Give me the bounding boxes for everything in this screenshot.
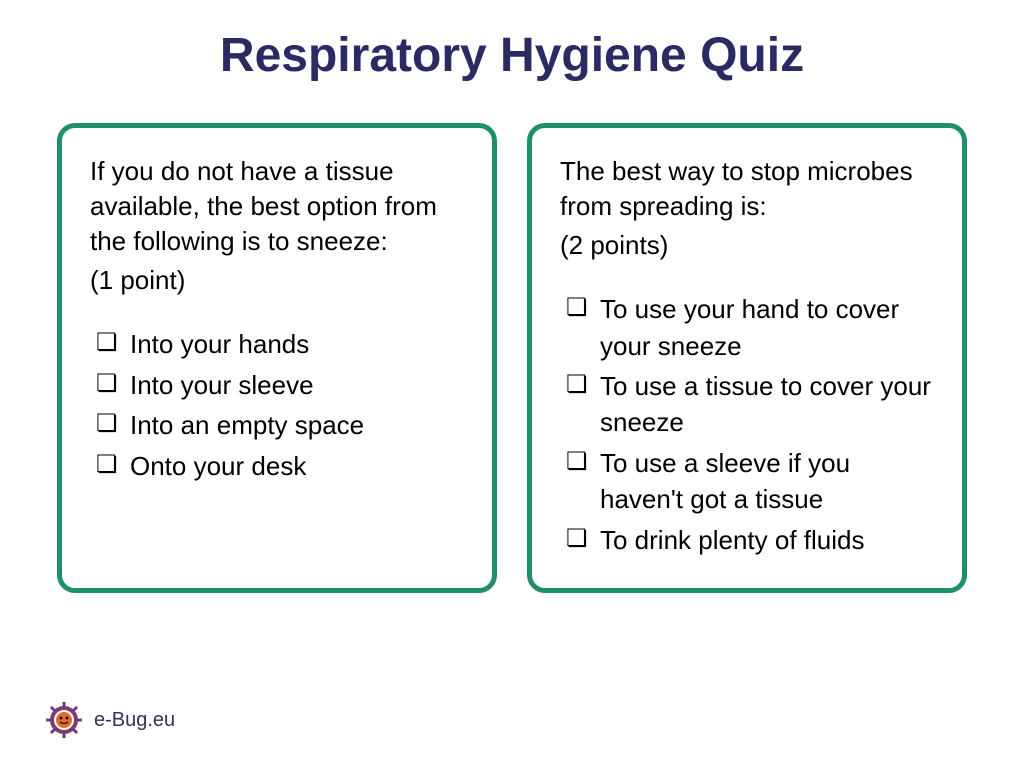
- options-list: Into your hands Into your sleeve Into an…: [90, 326, 464, 484]
- options-list: To use your hand to cover your sneeze To…: [560, 291, 934, 558]
- footer: e-Bug.eu: [44, 700, 175, 740]
- option-item[interactable]: To use a tissue to cover your sneeze: [566, 368, 934, 441]
- option-item[interactable]: Onto your desk: [96, 448, 464, 484]
- footer-site-label: e-Bug.eu: [94, 709, 175, 732]
- question-text: The best way to stop microbes from sprea…: [560, 154, 934, 224]
- cards-row: If you do not have a tissue available, t…: [0, 93, 1024, 593]
- option-item[interactable]: Into your sleeve: [96, 367, 464, 403]
- ebug-logo-icon: [44, 700, 84, 740]
- page-title: Respiratory Hygiene Quiz: [0, 0, 1024, 93]
- option-item[interactable]: To drink plenty of fluids: [566, 522, 934, 558]
- option-item[interactable]: Into an empty space: [96, 407, 464, 443]
- question-text: If you do not have a tissue available, t…: [90, 154, 464, 259]
- option-item[interactable]: Into your hands: [96, 326, 464, 362]
- quiz-card-1: If you do not have a tissue available, t…: [57, 123, 497, 593]
- points-text: (1 point): [90, 263, 464, 298]
- option-item[interactable]: To use your hand to cover your sneeze: [566, 291, 934, 364]
- option-item[interactable]: To use a sleeve if you haven't got a tis…: [566, 445, 934, 518]
- quiz-card-2: The best way to stop microbes from sprea…: [527, 123, 967, 593]
- points-text: (2 points): [560, 228, 934, 263]
